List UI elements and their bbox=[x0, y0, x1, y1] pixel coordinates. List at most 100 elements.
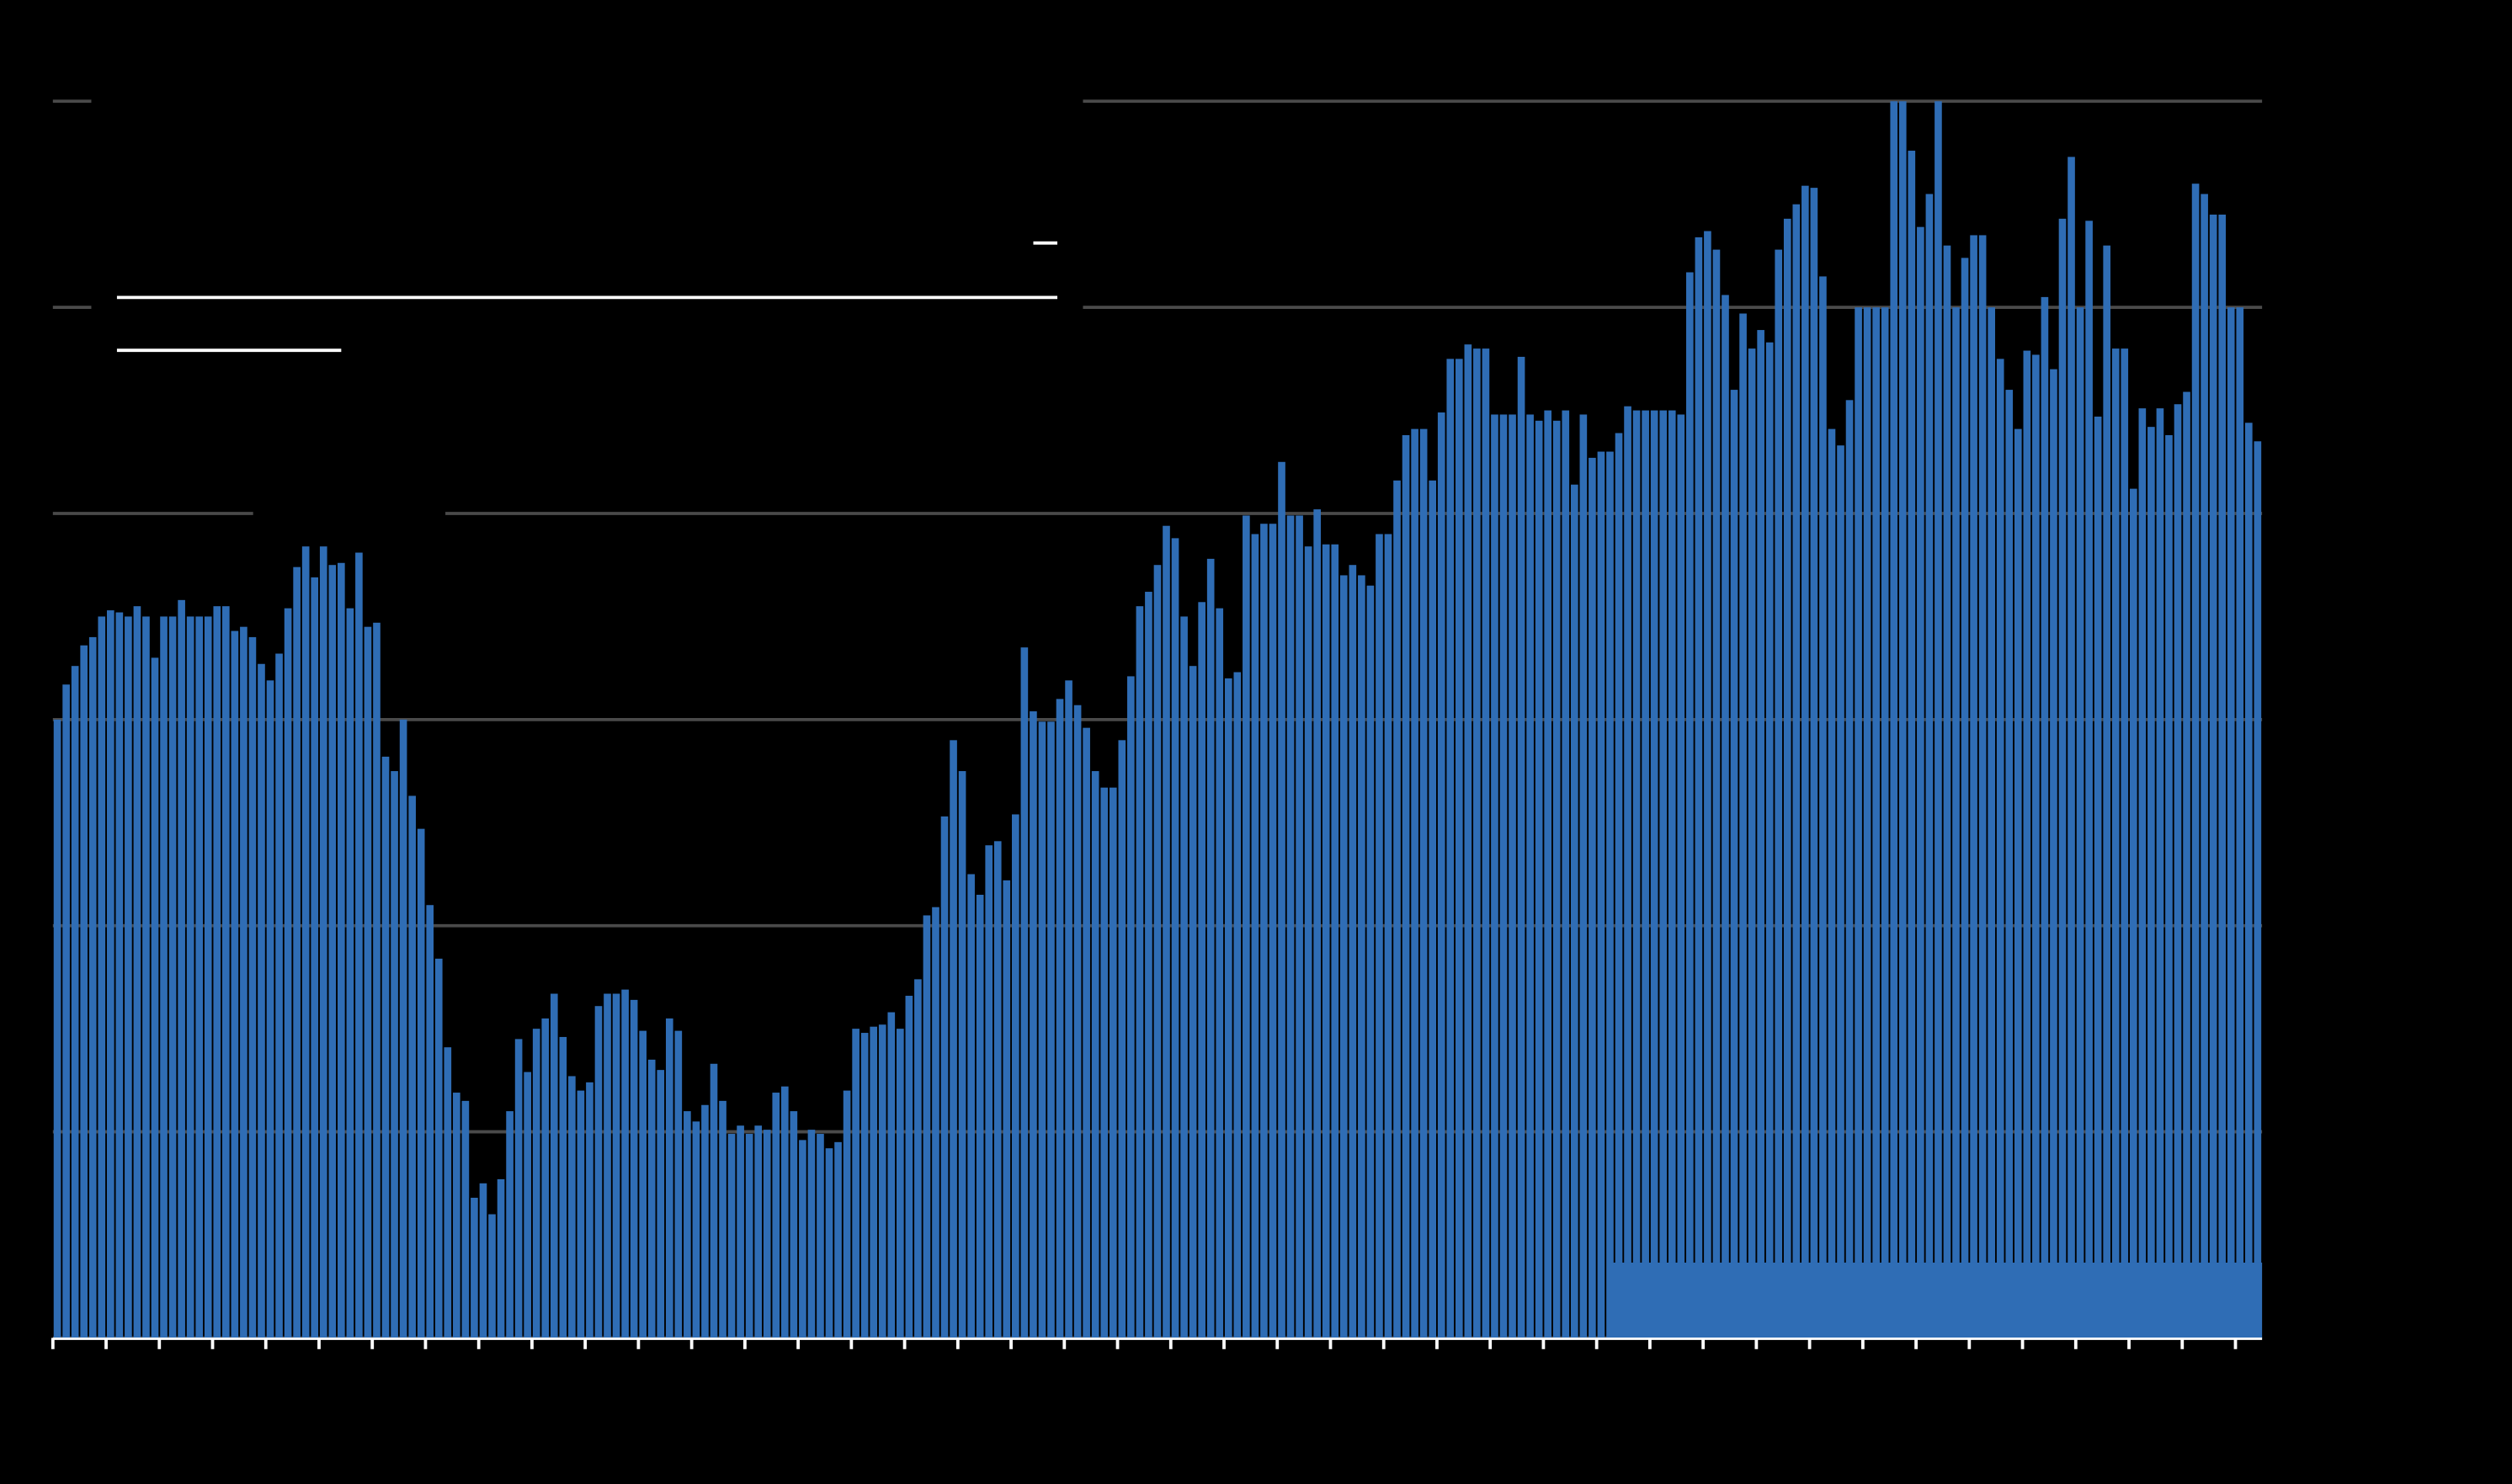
bar bbox=[514, 1039, 523, 1338]
bar bbox=[364, 626, 372, 1338]
bar bbox=[1233, 672, 1242, 1338]
bar bbox=[594, 1006, 603, 1338]
bar bbox=[568, 1076, 576, 1338]
bar bbox=[976, 894, 984, 1338]
bar bbox=[2254, 441, 2262, 1338]
bar bbox=[1650, 410, 1658, 1338]
bar bbox=[506, 1111, 514, 1338]
bar bbox=[471, 1197, 478, 1338]
bar bbox=[1224, 678, 1232, 1338]
bar bbox=[727, 1134, 736, 1338]
bar bbox=[373, 622, 381, 1338]
bar bbox=[1243, 515, 1250, 1338]
bar bbox=[2183, 391, 2190, 1338]
bar bbox=[461, 1100, 470, 1338]
bar bbox=[967, 874, 975, 1338]
bar bbox=[1322, 544, 1330, 1338]
bar bbox=[1677, 414, 1685, 1338]
bar bbox=[1509, 414, 1516, 1338]
bar bbox=[1970, 235, 1977, 1338]
bar bbox=[1783, 218, 1791, 1338]
bar bbox=[692, 1121, 700, 1338]
bar bbox=[1908, 151, 1916, 1338]
bar bbox=[240, 626, 247, 1338]
bar bbox=[1411, 428, 1418, 1338]
bar bbox=[950, 740, 957, 1338]
bar bbox=[1056, 699, 1064, 1338]
bar bbox=[1313, 509, 1321, 1338]
bar bbox=[488, 1214, 496, 1338]
bar bbox=[1419, 428, 1428, 1338]
bar bbox=[2191, 184, 2200, 1338]
bar bbox=[1136, 606, 1144, 1338]
bar bbox=[1757, 330, 1764, 1338]
bar bbox=[1597, 451, 1605, 1338]
bar bbox=[284, 608, 292, 1338]
bar bbox=[258, 663, 265, 1338]
bar bbox=[1384, 534, 1392, 1338]
bar bbox=[559, 1036, 567, 1338]
bar bbox=[355, 552, 363, 1338]
bar bbox=[639, 1030, 647, 1338]
bar bbox=[1863, 307, 1871, 1338]
bar bbox=[2147, 427, 2155, 1338]
bar bbox=[1722, 295, 1729, 1338]
bar bbox=[843, 1090, 851, 1338]
bar bbox=[1659, 410, 1668, 1338]
bar bbox=[1935, 101, 1942, 1338]
bar bbox=[1802, 185, 1809, 1338]
bar bbox=[532, 1029, 540, 1338]
bar bbox=[1402, 434, 1410, 1338]
bar bbox=[204, 616, 212, 1338]
bar bbox=[932, 907, 939, 1338]
bar bbox=[550, 993, 558, 1338]
bar bbox=[2218, 214, 2227, 1338]
bar bbox=[1446, 359, 1455, 1338]
bar bbox=[1996, 359, 2004, 1338]
bar bbox=[772, 1093, 780, 1338]
bar bbox=[1189, 666, 1197, 1338]
bar bbox=[399, 719, 407, 1338]
bar bbox=[1952, 307, 1960, 1338]
bar bbox=[674, 1030, 683, 1338]
bar bbox=[71, 666, 79, 1338]
bar bbox=[2111, 348, 2120, 1338]
bar bbox=[1100, 787, 1109, 1338]
bar bbox=[1819, 276, 1827, 1338]
bar bbox=[1491, 414, 1498, 1338]
bar bbox=[53, 719, 61, 1338]
bar bbox=[2244, 423, 2253, 1338]
bar bbox=[408, 795, 416, 1338]
bar bbox=[1339, 575, 1348, 1338]
bar bbox=[1376, 534, 1383, 1338]
bar bbox=[479, 1183, 487, 1338]
bar bbox=[647, 1059, 656, 1338]
bar bbox=[1668, 410, 1676, 1338]
bar bbox=[737, 1125, 744, 1338]
bar bbox=[248, 636, 257, 1338]
bar bbox=[1393, 480, 1401, 1338]
bar bbox=[896, 1029, 904, 1338]
bar bbox=[1153, 565, 1162, 1338]
bar bbox=[2236, 307, 2244, 1338]
bar bbox=[1810, 188, 1818, 1338]
bar bbox=[444, 1047, 452, 1338]
bar bbox=[1624, 406, 1631, 1338]
bar bbox=[1216, 608, 1224, 1338]
bar bbox=[1083, 727, 1090, 1338]
bar bbox=[1748, 348, 1756, 1338]
bar bbox=[186, 616, 194, 1338]
bar bbox=[142, 616, 150, 1338]
bar bbox=[1765, 342, 1774, 1338]
bar bbox=[1988, 307, 1995, 1338]
bar bbox=[1881, 307, 1889, 1338]
bar bbox=[195, 616, 204, 1338]
bar bbox=[1579, 414, 1588, 1338]
bar bbox=[1917, 226, 1924, 1338]
bar bbox=[905, 995, 913, 1338]
label-area bbox=[253, 493, 446, 533]
bar bbox=[1855, 307, 1862, 1338]
bar bbox=[453, 1093, 460, 1338]
